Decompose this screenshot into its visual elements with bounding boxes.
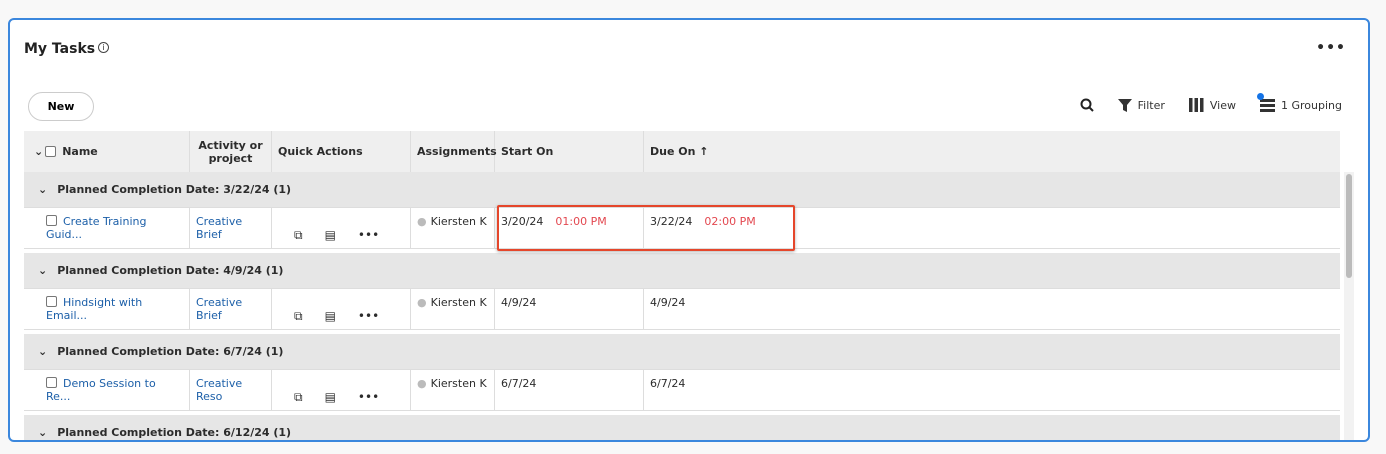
grouping-label: 1 Grouping — [1281, 98, 1342, 112]
preview-icon[interactable]: ⧉ — [294, 390, 303, 404]
row-checkbox[interactable] — [46, 215, 57, 226]
group-row[interactable]: ⌄ Planned Completion Date: 3/22/24 (1) — [24, 172, 1340, 208]
filter-label: Filter — [1137, 98, 1165, 112]
filter-button[interactable]: Filter — [1117, 98, 1165, 112]
group-label: Planned Completion Date: 6/7/24 (1) — [57, 345, 284, 358]
table-header: ⌄ Name Activity or project Quick Actions … — [24, 131, 1340, 172]
grouping-icon — [1260, 99, 1275, 112]
highlight-box — [497, 205, 795, 251]
user-icon: ● — [417, 296, 427, 309]
column-header-start-on[interactable]: Start On — [501, 145, 554, 158]
column-header-name[interactable]: Name — [62, 145, 98, 158]
grouping-button[interactable]: 1 Grouping — [1257, 93, 1342, 112]
add-document-icon[interactable]: ▤ — [324, 309, 336, 323]
active-indicator — [1257, 93, 1264, 100]
more-options-icon[interactable]: ••• — [1316, 40, 1346, 56]
group-row[interactable]: ⌄ Planned Completion Date: 6/7/24 (1) — [24, 334, 1340, 370]
project-link[interactable]: Creative Brief — [196, 215, 243, 241]
preview-icon[interactable]: ⧉ — [294, 309, 303, 323]
row-checkbox[interactable] — [46, 296, 57, 307]
more-actions-icon[interactable]: ••• — [357, 309, 380, 323]
chevron-down-icon[interactable]: ⌄ — [38, 426, 48, 439]
row-checkbox[interactable] — [46, 377, 57, 388]
column-header-assignments[interactable]: Assignments — [417, 145, 497, 158]
table-row[interactable]: Create Training Guid... Creative Brief ⧉… — [24, 208, 1340, 249]
assignee: Kiersten K — [430, 377, 487, 390]
task-name-link[interactable]: Hindsight with Email... — [46, 296, 143, 322]
assignee: Kiersten K — [430, 296, 487, 309]
project-link[interactable]: Creative Brief — [196, 296, 243, 322]
more-actions-icon[interactable]: ••• — [357, 228, 380, 242]
group-row[interactable]: ⌄ Planned Completion Date: 6/12/24 (1) — [24, 415, 1340, 440]
start-date: 6/7/24 — [501, 377, 537, 390]
start-date: 4/9/24 — [501, 296, 537, 309]
due-date: 3/22/24 — [650, 215, 693, 228]
column-header-due-on[interactable]: Due On ↑ — [650, 145, 709, 158]
assignee: Kiersten K — [430, 215, 487, 228]
column-header-activity[interactable]: Activity or project — [198, 138, 263, 165]
user-icon: ● — [417, 377, 427, 390]
group-label: Planned Completion Date: 4/9/24 (1) — [57, 264, 284, 277]
project-link[interactable]: Creative Reso — [196, 377, 243, 403]
search-button[interactable] — [1080, 98, 1094, 112]
my-tasks-widget: My Tasks i ••• New Filter View 1 Groupin… — [8, 18, 1370, 442]
start-date: 3/20/24 — [501, 215, 544, 228]
select-all-checkbox[interactable] — [45, 146, 57, 157]
more-actions-icon[interactable]: ••• — [357, 390, 380, 404]
group-label: Planned Completion Date: 6/12/24 (1) — [57, 426, 292, 439]
due-date: 4/9/24 — [650, 296, 686, 309]
table-row[interactable]: Demo Session to Re... Creative Reso ⧉ ▤ ••… — [24, 370, 1340, 411]
start-time: 01:00 PM — [555, 215, 607, 228]
widget-title: My Tasks — [24, 41, 96, 57]
search-icon — [1080, 98, 1094, 112]
task-name-link[interactable]: Create Training Guid... — [46, 215, 147, 241]
columns-icon — [1188, 98, 1204, 112]
due-date: 6/7/24 — [650, 377, 686, 390]
chevron-down-icon[interactable]: ⌄ — [38, 264, 48, 277]
column-header-quick-actions: Quick Actions — [278, 145, 363, 158]
add-document-icon[interactable]: ▤ — [324, 390, 336, 404]
preview-icon[interactable]: ⧉ — [294, 228, 303, 242]
view-button[interactable]: View — [1188, 98, 1236, 112]
group-label: Planned Completion Date: 3/22/24 (1) — [57, 183, 292, 196]
group-row[interactable]: ⌄ Planned Completion Date: 4/9/24 (1) — [24, 253, 1340, 289]
collapse-all-icon[interactable]: ⌄ — [34, 145, 44, 158]
info-icon[interactable]: i — [98, 42, 109, 53]
user-icon: ● — [417, 215, 427, 228]
filter-icon — [1117, 99, 1132, 112]
new-button[interactable]: New — [28, 92, 94, 121]
view-label: View — [1209, 98, 1236, 112]
table-row[interactable]: Hindsight with Email... Creative Brief ⧉… — [24, 289, 1340, 330]
due-time: 02:00 PM — [704, 215, 756, 228]
add-document-icon[interactable]: ▤ — [324, 228, 336, 242]
tasks-table: ⌄ Name Activity or project Quick Actions … — [24, 131, 1356, 440]
chevron-down-icon[interactable]: ⌄ — [38, 183, 48, 196]
scrollbar-thumb[interactable] — [1346, 174, 1352, 278]
scrollbar[interactable] — [1344, 172, 1354, 440]
chevron-down-icon[interactable]: ⌄ — [38, 345, 48, 358]
task-name-link[interactable]: Demo Session to Re... — [46, 377, 156, 403]
